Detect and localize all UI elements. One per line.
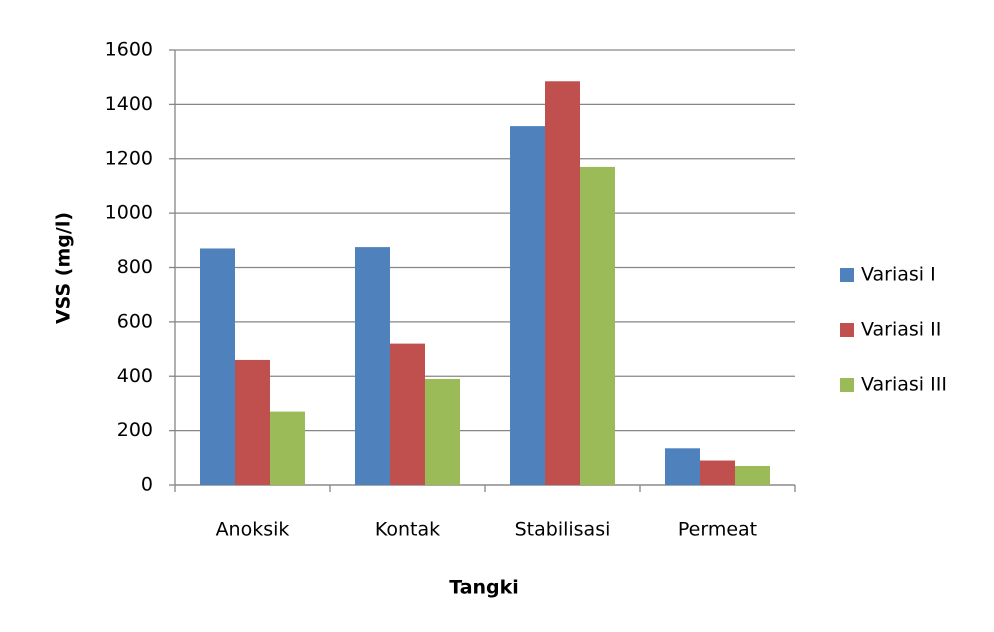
bar (510, 126, 545, 485)
y-tick-label: 600 (117, 310, 153, 332)
legend-swatch (840, 323, 854, 337)
y-tick-label: 400 (117, 365, 153, 387)
bar (580, 166, 615, 485)
y-tick-label: 800 (117, 256, 153, 278)
y-tick-label: 1200 (105, 147, 153, 169)
legend-swatch (840, 378, 854, 392)
x-axis-title: Tangki (449, 577, 519, 599)
bar (425, 378, 460, 485)
y-tick-label: 1400 (105, 93, 153, 115)
bar (735, 465, 770, 485)
bar (390, 343, 425, 485)
y-tick-label: 200 (117, 419, 153, 441)
x-tick-label: Permeat (678, 519, 757, 541)
legend-label: Variasi I (861, 264, 936, 286)
bar (270, 411, 305, 485)
legend-label: Variasi II (861, 319, 941, 341)
bar (665, 448, 700, 485)
y-axis-title: VSS (mg/l) (53, 212, 75, 324)
bar (235, 359, 270, 485)
bar (700, 460, 735, 485)
bar (355, 247, 390, 485)
bar (545, 81, 580, 485)
legend-label: Variasi III (861, 374, 947, 396)
x-tick-label: Anoksik (216, 519, 290, 541)
x-tick-label: Stabilisasi (515, 519, 611, 541)
x-tick-label: Kontak (375, 519, 440, 541)
y-tick-label: 1000 (105, 202, 153, 224)
bar (200, 248, 235, 485)
y-tick-label: 0 (141, 474, 153, 496)
y-tick-label: 1600 (105, 39, 153, 61)
legend-swatch (840, 268, 854, 282)
